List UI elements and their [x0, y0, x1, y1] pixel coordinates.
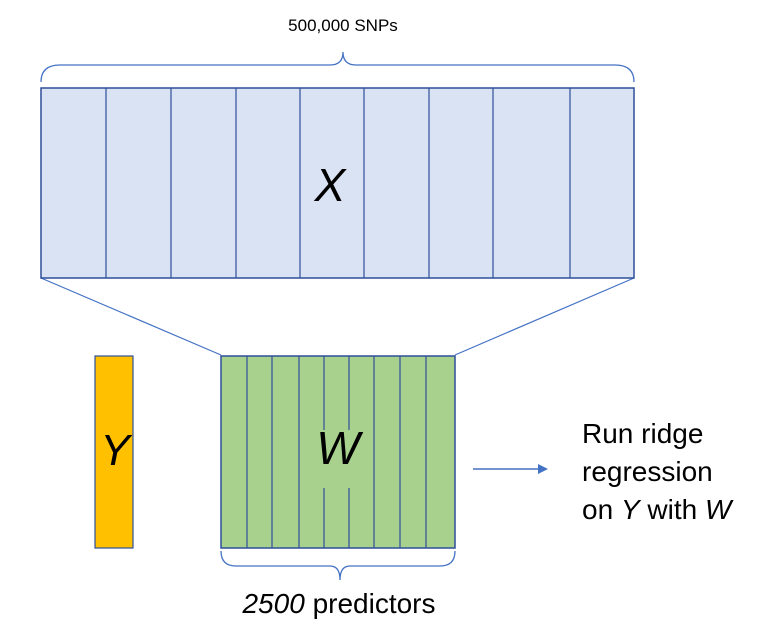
action-line-1: Run ridge: [582, 418, 704, 449]
action-line-3-w: W: [704, 494, 732, 525]
arrow-head: [538, 464, 548, 474]
action-line-2: regression: [582, 456, 713, 487]
bottom-brace: [220, 550, 456, 581]
predictor-count-number: 2500: [242, 588, 305, 619]
action-line-3-y: Y: [620, 494, 640, 525]
matrix-w: [220, 355, 456, 549]
action-line-3-middle: with: [639, 494, 705, 525]
top-brace: [40, 51, 635, 83]
matrix-x-label: X: [314, 159, 346, 211]
matrix-x-box: [40, 87, 635, 279]
connector-left: [40, 277, 222, 356]
matrix-x: [40, 87, 635, 279]
vector-y-label: Y: [100, 426, 130, 475]
predictor-count-unit: predictors: [312, 588, 436, 619]
action-line-3-prefix: on: [582, 494, 621, 525]
action-text: Run ridge regression on Y with W: [582, 415, 731, 529]
vector-y: [94, 355, 134, 549]
snp-count-label: 500,000 SNPs: [288, 16, 398, 35]
matrix-w-box: [220, 355, 456, 549]
matrix-w-label: W: [316, 422, 360, 474]
predictor-count-label: 2500 predictors: [200, 588, 478, 620]
connector-right: [454, 277, 635, 356]
action-line-3: on Y with W: [582, 491, 731, 529]
